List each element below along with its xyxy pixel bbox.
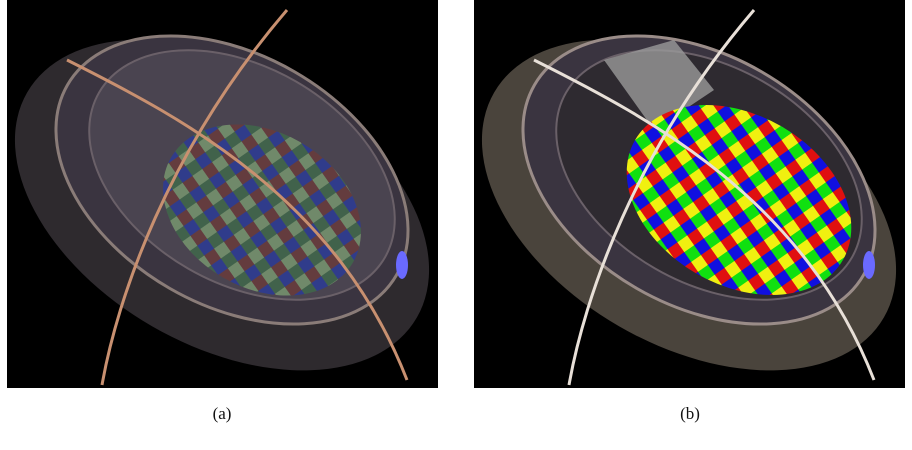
photo-b: [474, 0, 905, 388]
caption: (b): [640, 404, 740, 424]
highlight: [396, 251, 408, 279]
figure-page: (a) (b) (() => { const data = JSON.parse…: [0, 0, 912, 450]
caption: (a): [172, 404, 272, 424]
photo-a: [7, 0, 438, 388]
highlight: [863, 251, 875, 279]
